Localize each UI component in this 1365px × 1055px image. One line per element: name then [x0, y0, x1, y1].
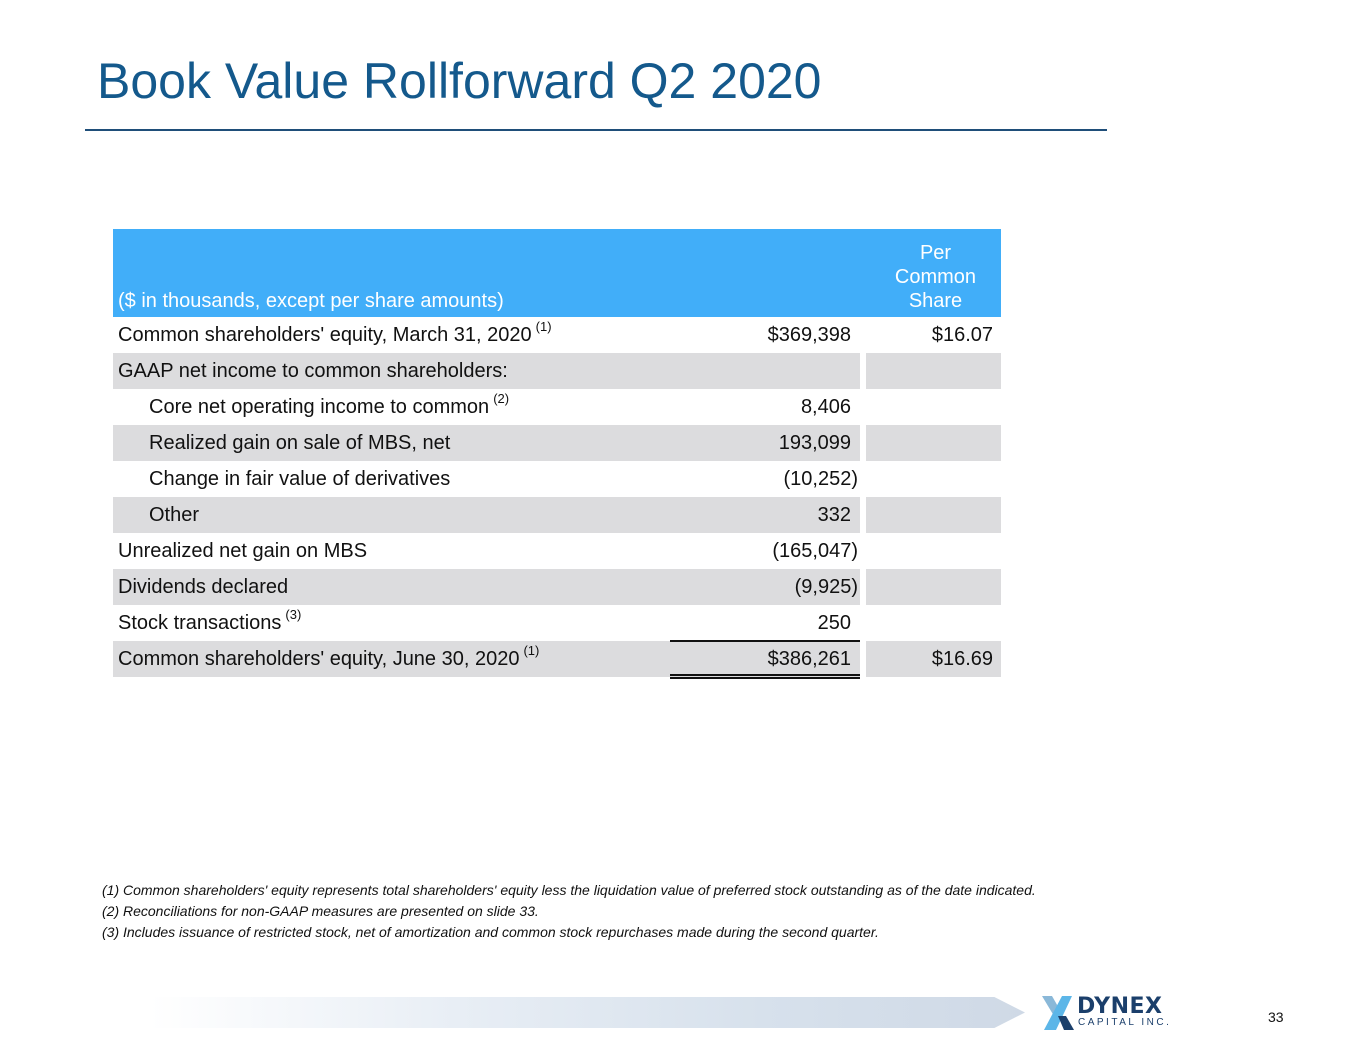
table-row: GAAP net income to common shareholders: — [113, 353, 1001, 389]
table-row: Core net operating income to common (2) 8… — [113, 389, 1001, 425]
header-label: ($ in thousands, except per share amount… — [118, 290, 504, 312]
total-double-underline — [670, 674, 860, 679]
footnote-ref: (1) — [535, 319, 552, 334]
row-per-share: $16.69 — [866, 641, 1001, 677]
row-value: 8,406 — [800, 396, 851, 418]
row-per-share — [866, 569, 1001, 605]
row-value — [670, 353, 860, 389]
table-row: Other 332 — [113, 497, 1001, 533]
row-per-share — [866, 389, 1001, 425]
footnote-ref: (1) — [523, 643, 540, 658]
table-row: Dividends declared (9,925) — [113, 569, 1001, 605]
footer-gradient-bar — [150, 997, 1025, 1028]
table-row: Stock transactions (3) 250 — [113, 605, 1001, 641]
table-row: Change in fair value of derivatives (10,… — [113, 461, 1001, 497]
row-per-share — [866, 461, 1001, 497]
footnote-ref: (2) — [493, 391, 510, 406]
row-per-share — [866, 533, 1001, 569]
table-row: Common shareholders' equity, March 31, 2… — [113, 317, 1001, 353]
book-value-table: ($ in thousands, except per share amount… — [113, 229, 1001, 679]
row-per-share — [866, 353, 1001, 389]
row-value: (165,047) — [772, 540, 858, 562]
row-label: Stock transactions (3) — [118, 607, 302, 634]
table-row: Realized gain on sale of MBS, net 193,09… — [113, 425, 1001, 461]
page-number: 33 — [1268, 1009, 1284, 1025]
footnote-3: (3) Includes issuance of restricted stoc… — [102, 924, 879, 940]
row-label: Change in fair value of derivatives — [149, 468, 451, 490]
table-row: Unrealized net gain on MBS (165,047) — [113, 533, 1001, 569]
row-value: $386,261 — [670, 641, 860, 677]
row-per-share — [866, 605, 1001, 641]
row-label: Common shareholders' equity, March 31, 2… — [118, 319, 552, 346]
row-label: Unrealized net gain on MBS — [118, 540, 368, 562]
page-title: Book Value Rollforward Q2 2020 — [97, 53, 822, 109]
row-per-share — [866, 425, 1001, 461]
header-per-share-line2: Common — [894, 266, 977, 288]
header-per-share: Per Common Share — [881, 241, 990, 313]
title-divider — [85, 129, 1107, 131]
dynex-x-logo-icon — [1042, 996, 1074, 1030]
row-per-share — [866, 497, 1001, 533]
logo-name: DYNEX — [1077, 994, 1163, 1019]
footnote-ref: (3) — [285, 607, 302, 622]
row-label: Core net operating income to common (2) — [149, 391, 510, 418]
row-value: 193,099 — [670, 425, 860, 461]
row-value: (10,252) — [783, 468, 859, 490]
row-value: $369,398 — [767, 324, 851, 346]
dynex-logo: DYNEX CAPITAL INC. — [1040, 992, 1180, 1032]
footnotes: (1) Common shareholders' equity represen… — [102, 880, 1036, 943]
header-per-share-line1: Per — [919, 242, 952, 264]
footnote-1: (1) Common shareholders' equity represen… — [102, 882, 1036, 898]
row-value: 332 — [670, 497, 860, 533]
footnote-2: (2) Reconciliations for non-GAAP measure… — [102, 903, 539, 919]
table-row-total: Common shareholders' equity, June 30, 20… — [113, 640, 1001, 679]
table-header: ($ in thousands, except per share amount… — [113, 229, 1001, 317]
row-value: 250 — [817, 612, 851, 634]
total-top-rule — [670, 640, 860, 642]
header-per-share-line3: Share — [908, 290, 963, 312]
logo-subtitle: CAPITAL INC. — [1078, 1017, 1172, 1028]
row-value: (9,925) — [670, 569, 860, 605]
row-per-share: $16.07 — [931, 324, 993, 346]
